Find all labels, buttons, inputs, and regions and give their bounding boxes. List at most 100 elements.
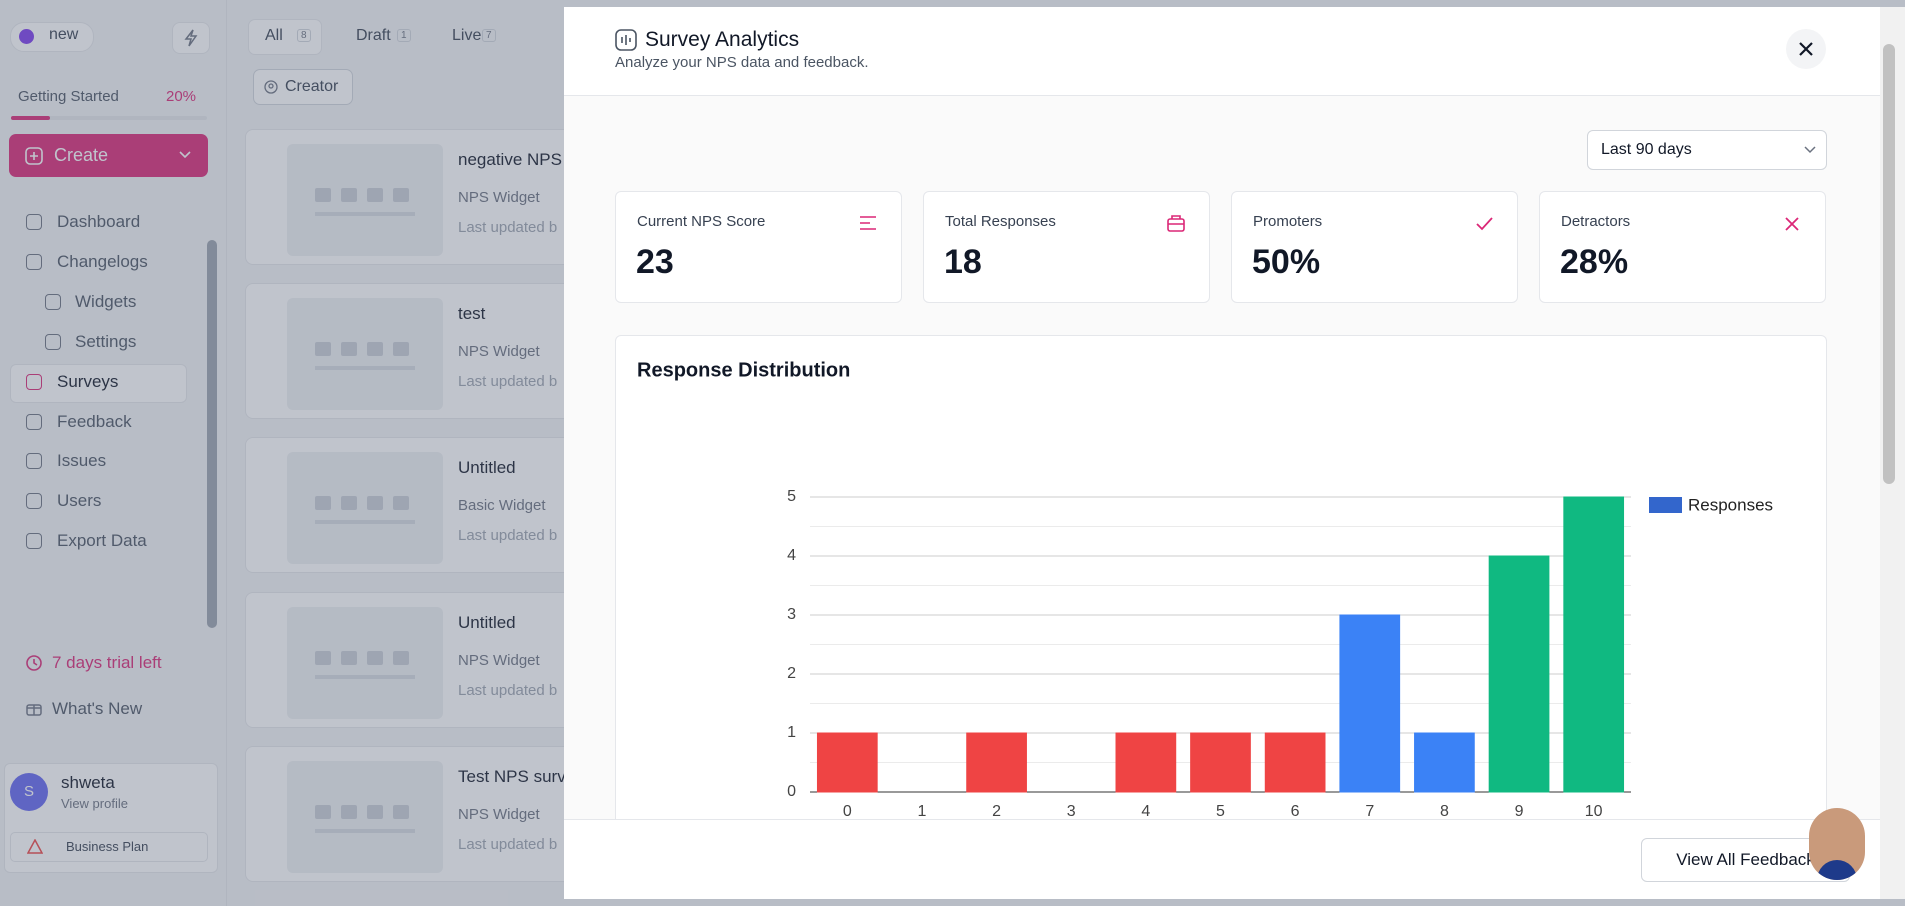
- thumbnail-block: [367, 650, 383, 665]
- getting-started-label: Getting Started: [18, 88, 119, 105]
- progress-fill: [11, 116, 51, 120]
- nav-item[interactable]: Feedback: [57, 411, 132, 431]
- nav-item[interactable]: Widgets: [75, 291, 137, 311]
- nav-icon: [26, 253, 42, 270]
- x-tick-label: 1: [918, 803, 927, 819]
- stat-label: Detractors: [1561, 213, 1631, 230]
- thumbnail-block: [315, 650, 331, 665]
- whats-new[interactable]: What's New: [52, 699, 143, 718]
- clock-icon: [26, 655, 42, 671]
- thumbnail-block: [315, 496, 331, 511]
- bar: [1339, 614, 1401, 793]
- bar: [1190, 732, 1251, 793]
- page-scrollbar-thumb[interactable]: [1883, 44, 1895, 484]
- survey-thumbnail: [287, 606, 443, 719]
- analytics-modal: Survey Analytics Analyze your NPS data a…: [564, 7, 1880, 899]
- nav-icon: [45, 333, 61, 350]
- stat-label: Total Responses: [945, 213, 1056, 230]
- workspace-name: new: [49, 26, 79, 43]
- nav-item[interactable]: Dashboard: [57, 212, 141, 231]
- thumbnail-block: [315, 804, 331, 819]
- support-avatar[interactable]: [1809, 808, 1865, 880]
- nav-icon: [26, 413, 42, 430]
- tab-label[interactable]: All: [265, 27, 283, 44]
- thumbnail-block: [367, 342, 383, 357]
- nav-item[interactable]: Changelogs: [57, 251, 148, 271]
- modal-subtitle: Analyze your NPS data and feedback.: [615, 54, 869, 71]
- tab-label[interactable]: Draft: [356, 27, 391, 44]
- survey-thumbnail: [287, 452, 443, 565]
- nav-item[interactable]: Issues: [57, 451, 107, 471]
- creator-icon: [264, 80, 278, 94]
- x-tick-label: 3: [1067, 803, 1076, 819]
- plan-badge[interactable]: Business Plan: [10, 832, 208, 862]
- thumbnail-block: [341, 650, 357, 665]
- bar: [966, 732, 1027, 793]
- thumbnail-block: [367, 496, 383, 511]
- thumbnail-block: [341, 496, 357, 511]
- stat-icon: [1166, 214, 1186, 234]
- create-label: Create: [54, 145, 109, 165]
- x-tick-label: 10: [1585, 803, 1603, 819]
- survey-type: NPS Widget: [458, 651, 540, 669]
- creator-label: Creator: [285, 78, 339, 95]
- trial-notice[interactable]: 7 days trial left: [52, 653, 162, 672]
- nav-item[interactable]: Export Data: [57, 531, 147, 551]
- survey-updated: Last updated b: [458, 681, 558, 699]
- modal-header: [564, 7, 1880, 96]
- nav-item[interactable]: Users: [57, 491, 102, 511]
- x-tick-label: 4: [1141, 803, 1150, 819]
- survey-title: Untitled: [458, 458, 516, 478]
- nav-icon: [26, 453, 42, 470]
- y-tick-label: 5: [787, 488, 796, 505]
- quick-action-button[interactable]: [172, 22, 210, 54]
- legend-label: Responses: [1688, 495, 1773, 514]
- thumbnail-line: [315, 674, 415, 679]
- survey-title: Test NPS surv: [458, 766, 566, 786]
- thumbnail-block: [341, 342, 357, 357]
- stat-value: 28%: [1560, 243, 1629, 281]
- thumbnail-block: [341, 188, 357, 202]
- nav-icon: [26, 214, 42, 230]
- profile-link[interactable]: View profile: [61, 796, 128, 811]
- chart-title: Response Distribution: [637, 359, 850, 381]
- stat-card: [615, 191, 902, 303]
- nav-icon: [26, 493, 42, 510]
- date-range-select[interactable]: Last 90 days: [1587, 130, 1827, 170]
- chart-card: [615, 335, 1827, 899]
- chevron-icon: [1804, 146, 1816, 154]
- x-tick-label: 6: [1291, 803, 1300, 819]
- stat-icon: [858, 214, 878, 234]
- getting-started-percent: 20%: [166, 88, 197, 105]
- thumbnail-block: [367, 804, 383, 819]
- tab-label[interactable]: Live: [452, 27, 482, 44]
- nav-item[interactable]: Settings: [75, 331, 137, 351]
- bolt-icon: [184, 29, 198, 47]
- create-button[interactable]: Create: [9, 134, 208, 177]
- thumbnail-line: [315, 212, 415, 216]
- creator-filter[interactable]: Creator: [253, 69, 353, 105]
- survey-updated: Last updated b: [458, 835, 558, 853]
- x-tick-label: 7: [1365, 803, 1374, 819]
- close-button[interactable]: [1786, 29, 1826, 69]
- plan-label: Business Plan: [66, 839, 149, 854]
- stat-label: Current NPS Score: [637, 213, 766, 230]
- tab-count: 8: [297, 29, 311, 42]
- survey-title: negative NPS: [458, 150, 562, 169]
- thumbnail-block: [393, 496, 409, 511]
- thumbnail-block: [393, 342, 409, 357]
- bar: [1563, 496, 1625, 793]
- survey-thumbnail: [287, 144, 443, 256]
- nav-item[interactable]: Surveys: [57, 371, 119, 391]
- stat-icon: [1474, 214, 1494, 234]
- stat-value: 50%: [1252, 243, 1321, 281]
- y-tick-label: 1: [787, 724, 796, 741]
- stat-icon-glyph: [1167, 215, 1185, 232]
- survey-title: Untitled: [458, 612, 516, 632]
- nav-active-bg: [10, 363, 187, 403]
- stat-label: Promoters: [1253, 213, 1323, 230]
- survey-title: test: [458, 304, 486, 324]
- chevron-icon: [179, 151, 191, 159]
- thumbnail-block: [393, 804, 409, 819]
